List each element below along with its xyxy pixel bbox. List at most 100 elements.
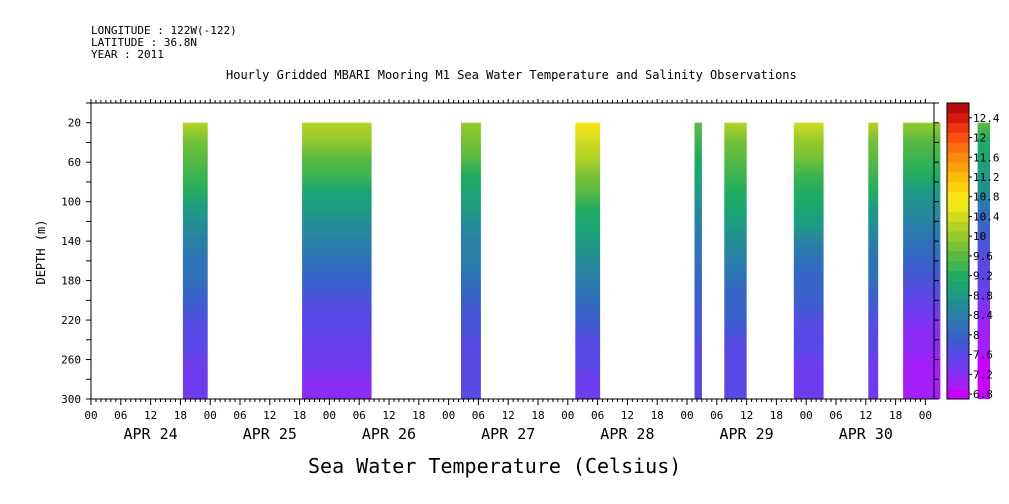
colorbar: 6.8 7.2 7.6 8 8.4 8.8 9.2 9.6 10 10.4 10.8 11.2 11.6… — [946, 102, 1000, 401]
y-tick-label: 300 — [61, 393, 81, 406]
heatmap-segment — [694, 122, 702, 399]
colorbar-label: 11.2 — [973, 171, 1000, 184]
colorbar-swatch — [947, 369, 969, 380]
y-tick-label: 180 — [61, 275, 81, 288]
y-tick-label: 220 — [61, 314, 81, 327]
x-date-label: APR 24 — [124, 425, 178, 443]
heatmap-segment — [793, 122, 824, 399]
x-tick-label: 06 — [353, 409, 366, 422]
y-axis: 20 60 100 140 180 220 260 300 — [61, 102, 939, 406]
colorbar-swatch — [947, 270, 969, 281]
heatmap-segment — [868, 122, 879, 399]
heatmap-segment — [575, 122, 601, 399]
x-tick-label: 12 — [382, 409, 395, 422]
longitude-label: LONGITUDE : 122W(-122) — [91, 24, 237, 37]
year-label: YEAR : 2011 — [91, 48, 164, 61]
colorbar-swatch — [947, 221, 969, 232]
y-axis-label: DEPTH (m) — [34, 219, 48, 284]
x-tick-label: 12 — [740, 409, 753, 422]
chart-title: Hourly Gridded MBARI Mooring M1 Sea Wate… — [226, 68, 797, 82]
colorbar-swatch — [947, 389, 969, 400]
x-tick-label: 00 — [680, 409, 693, 422]
x-tick-label: 06 — [591, 409, 604, 422]
colorbar-label: 9.6 — [973, 250, 993, 263]
x-tick-label: 00 — [323, 409, 336, 422]
colorbar-swatch — [947, 310, 969, 321]
x-tick-label: 00 — [204, 409, 217, 422]
x-date-label: APR 26 — [362, 425, 416, 443]
x-tick-label: 18 — [412, 409, 425, 422]
y-tick-label: 20 — [68, 117, 81, 130]
x-tick-label: 06 — [114, 409, 127, 422]
x-tick-label: 06 — [233, 409, 246, 422]
colorbar-swatch — [947, 260, 969, 272]
heatmap-segment — [461, 122, 481, 399]
x-axis-label: Sea Water Temperature (Celsius) — [308, 454, 682, 478]
x-tick-label: 06 — [472, 409, 485, 422]
colorbar-swatch — [947, 359, 969, 370]
colorbar-swatch — [947, 379, 969, 390]
colorbar-label: 9.2 — [973, 270, 993, 283]
x-tick-label: 18 — [889, 409, 902, 422]
heatmap-segment — [182, 122, 208, 399]
colorbar-swatch — [947, 112, 969, 124]
x-tick-label: 00 — [800, 409, 813, 422]
x-tick-label: 18 — [770, 409, 783, 422]
colorbar-swatch — [947, 320, 969, 331]
colorbar-label: 8 — [973, 329, 980, 342]
x-tick-label: 00 — [442, 409, 455, 422]
x-tick-label: 12 — [263, 409, 276, 422]
x-tick-label: 18 — [531, 409, 544, 422]
x-tick-label: 12 — [502, 409, 515, 422]
y-tick-label: 140 — [61, 235, 81, 248]
colorbar-label: 10.8 — [973, 191, 1000, 204]
x-tick-label: 18 — [651, 409, 664, 422]
x-tick-label: 00 — [561, 409, 574, 422]
colorbar-swatch — [947, 201, 969, 212]
colorbar-label: 7.2 — [973, 368, 993, 381]
colorbar-label: 11.6 — [973, 151, 1000, 164]
colorbar-label: 7.6 — [973, 349, 993, 362]
colorbar-swatch — [947, 280, 969, 291]
colorbar-label: 8.4 — [973, 309, 993, 322]
colorbar-swatch — [947, 290, 969, 301]
latitude-label: LATITUDE : 36.8N — [91, 36, 197, 49]
colorbar-swatch — [947, 329, 969, 341]
y-tick-label: 260 — [61, 354, 81, 367]
colorbar-swatch — [947, 181, 969, 193]
colorbar-label: 10 — [973, 230, 986, 243]
x-date-label: APR 30 — [839, 425, 893, 443]
colorbar-label: 8.8 — [973, 289, 993, 302]
colorbar-swatch — [947, 349, 969, 360]
heatmap-segment — [977, 122, 990, 399]
colorbar-swatch — [947, 142, 969, 153]
colorbar-swatch — [947, 191, 969, 202]
colorbar-swatch — [947, 122, 969, 133]
colorbar-swatch — [947, 211, 969, 222]
colorbar-swatch — [947, 103, 969, 114]
x-date-label: APR 29 — [720, 425, 774, 443]
y-tick-label: 60 — [68, 156, 81, 169]
heatmap-segment — [724, 122, 747, 399]
x-tick-label: 00 — [84, 409, 97, 422]
colorbar-label: 10.4 — [973, 210, 1000, 223]
heatmap-segments — [182, 122, 990, 399]
y-tick-label: 100 — [61, 196, 81, 209]
colorbar-swatch — [947, 152, 969, 163]
x-date-label: APR 28 — [600, 425, 654, 443]
x-tick-label: 18 — [174, 409, 187, 422]
x-axis: 00 06 12 18 00 06 12 18 00 06 12 18 00 06 12 18 00 06 12 18… — [84, 99, 932, 443]
plot-frame — [90, 102, 935, 400]
x-tick-label: 12 — [621, 409, 634, 422]
colorbar-label: 12 — [973, 132, 986, 145]
x-date-label: APR 27 — [481, 425, 535, 443]
colorbar-label: 12.4 — [973, 112, 1000, 125]
colorbar-swatch — [947, 300, 969, 311]
x-tick-label: 12 — [144, 409, 157, 422]
x-tick-label: 12 — [859, 409, 872, 422]
x-tick-label: 06 — [710, 409, 723, 422]
colorbar-swatch — [947, 132, 969, 143]
heatmap-segment — [302, 122, 372, 399]
colorbar-swatch — [947, 339, 969, 350]
